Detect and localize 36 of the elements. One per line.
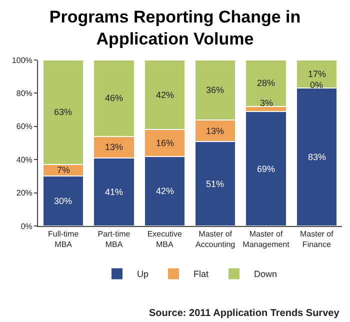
data-label: 83% xyxy=(308,152,326,162)
data-label: 51% xyxy=(206,179,224,189)
data-label: 69% xyxy=(257,164,276,174)
y-tick-label: 80% xyxy=(16,89,32,98)
y-tick-label: 60% xyxy=(16,122,32,132)
data-label: 3% xyxy=(260,98,274,108)
legend-label: Up xyxy=(137,269,149,280)
bar xyxy=(245,110,287,226)
data-label: 28% xyxy=(257,78,276,88)
data-label: 63% xyxy=(54,107,72,117)
data-label: 13% xyxy=(206,126,224,136)
y-tick-label: 0% xyxy=(20,222,32,231)
legend-label: Flat xyxy=(194,269,210,280)
x-tick-label: Part-time MBA xyxy=(98,230,131,249)
data-label: 17% xyxy=(308,69,326,79)
data-label: 30% xyxy=(54,196,72,206)
data-label: 0% xyxy=(310,80,324,90)
x-tick-label: Executive MBA xyxy=(147,230,183,249)
data-label: 46% xyxy=(105,93,124,103)
data-label: 16% xyxy=(156,138,174,148)
y-tick-label: 100% xyxy=(12,56,32,65)
data-label: 13% xyxy=(105,142,124,152)
data-label: 36% xyxy=(206,85,224,95)
data-label: 42% xyxy=(156,90,174,100)
source-note: Source: 2011 Application Trends Survey xyxy=(149,308,340,319)
y-tick-label: 20% xyxy=(16,188,32,198)
y-tick-label: 40% xyxy=(16,155,32,164)
x-tick-label: Full-time MBA xyxy=(48,230,80,249)
data-label: 7% xyxy=(57,165,70,175)
data-label: 41% xyxy=(105,187,124,197)
data-label: 42% xyxy=(156,186,174,196)
x-tick-label: Master of Accounting xyxy=(196,230,236,249)
x-tick-label: Master of Finance xyxy=(300,230,334,249)
chart-title: Programs Reporting Change in Application Volume xyxy=(49,8,301,49)
x-tick-label: Master of Management xyxy=(242,230,290,249)
legend-label: Down xyxy=(254,269,278,280)
